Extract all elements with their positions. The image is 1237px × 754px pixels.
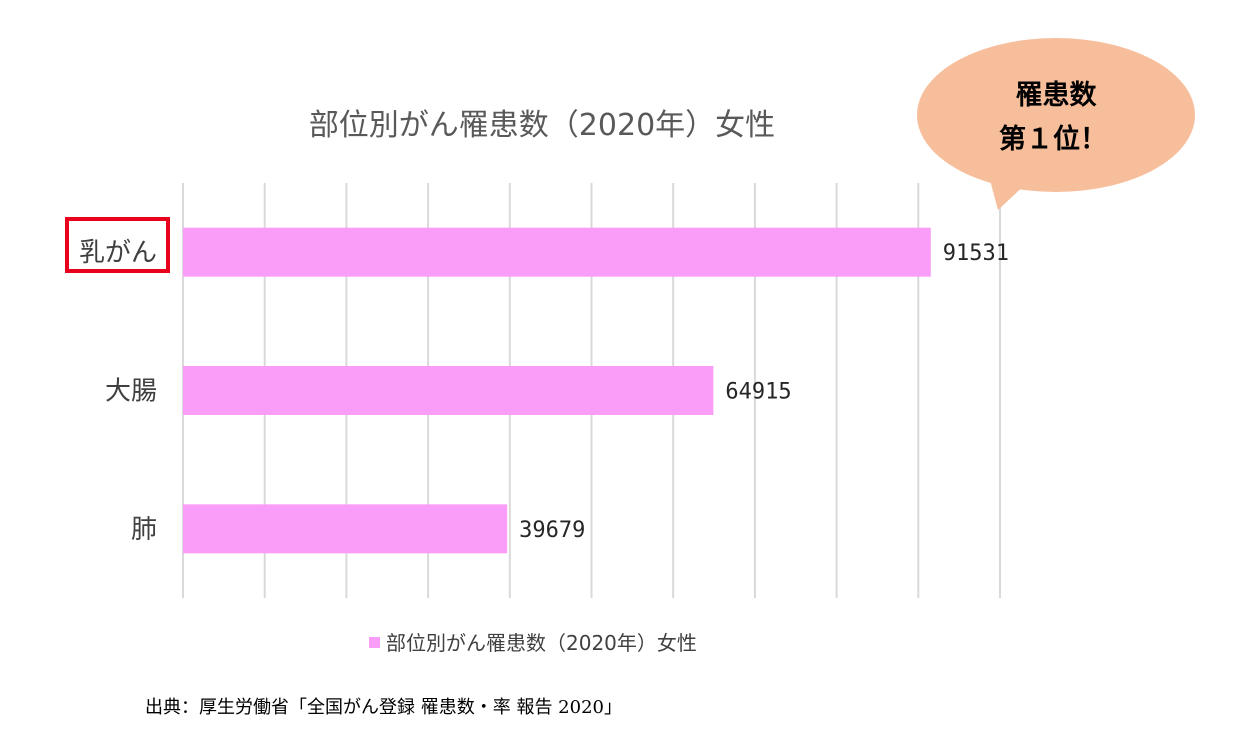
callout-line1: 罹患数	[1016, 80, 1098, 111]
data-labels: 91531 64915 39679	[519, 241, 1009, 543]
callout-bubble: 罹患数 第１位！	[917, 38, 1195, 210]
callout-line2: 第１位！	[999, 123, 1107, 155]
bar	[183, 504, 508, 554]
legend: 部位別がん罹患数（2020年）女性	[369, 631, 697, 655]
data-label: 91531	[943, 241, 1009, 266]
bar	[183, 366, 714, 415]
bar-series	[183, 227, 931, 554]
category-label: 大腸	[105, 377, 157, 407]
data-label: 39679	[519, 518, 585, 543]
category-label: 肺	[131, 515, 157, 545]
chart-title: 部位別がん罹患数（2020年）女性	[309, 108, 775, 143]
source-note: 出典：厚生労働省「全国がん登録 罹患数・率 報告 2020」	[145, 697, 622, 718]
data-label: 64915	[725, 380, 791, 405]
category-label: 乳がん	[79, 238, 157, 268]
legend-label: 部位別がん罹患数（2020年）女性	[386, 631, 697, 655]
bar	[183, 227, 931, 277]
legend-swatch	[369, 637, 380, 648]
highlight-box	[65, 217, 170, 273]
